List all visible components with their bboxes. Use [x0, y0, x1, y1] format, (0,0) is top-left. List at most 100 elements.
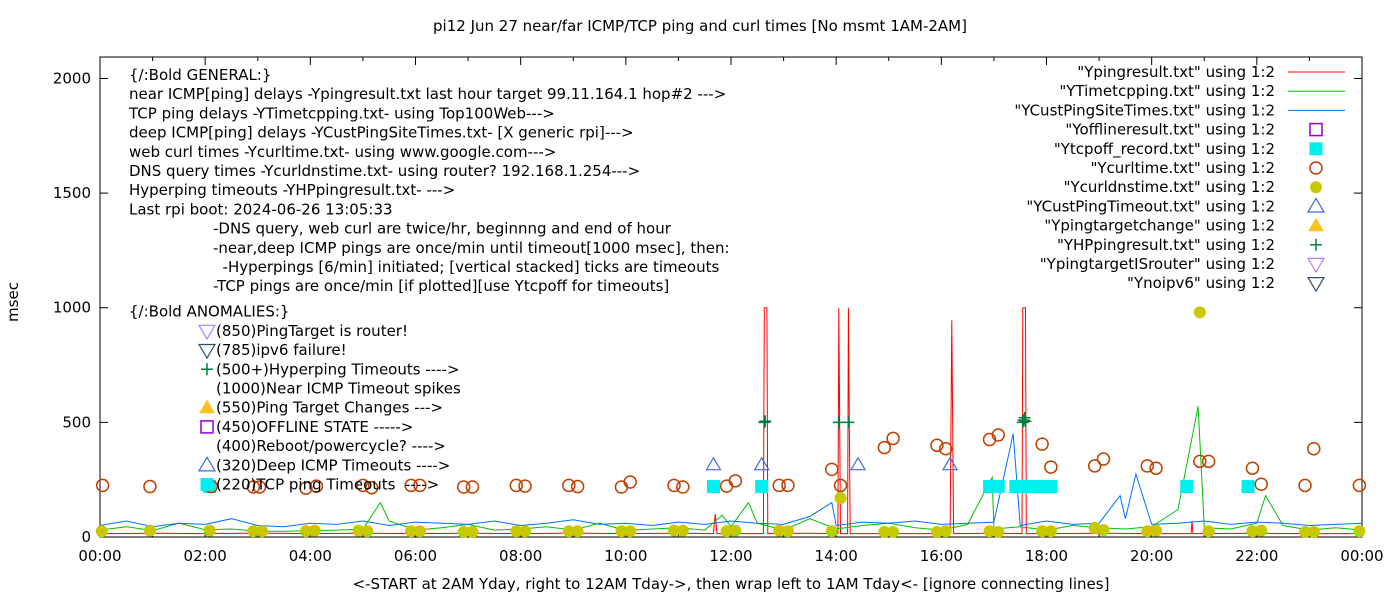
data-point: [571, 525, 584, 538]
y-tick-label: 1500: [53, 184, 91, 202]
data-point: [308, 524, 321, 537]
data-point: [1017, 414, 1030, 427]
legend-marker: [1309, 122, 1323, 137]
x-tick-label: 22:00: [1235, 547, 1278, 565]
data-point: [615, 525, 628, 538]
x-tick-label: 16:00: [920, 547, 963, 565]
data-point: [1193, 454, 1207, 469]
data-point: [562, 525, 575, 538]
data-point: [510, 525, 523, 538]
data-point: [833, 478, 848, 493]
data-point: [352, 524, 365, 537]
legend-marker: [1310, 238, 1322, 251]
data-point: [992, 525, 1005, 538]
plus-green-icon: [201, 363, 213, 376]
data-point: [465, 480, 480, 494]
data-point: [1044, 525, 1057, 538]
legend-marker: [1309, 161, 1323, 175]
data-point: [1255, 524, 1268, 537]
x-tick-label: 02:00: [184, 547, 227, 565]
data-point: [1307, 525, 1320, 538]
data-point: [1245, 461, 1260, 475]
data-point: [1087, 459, 1102, 473]
data-point: [1141, 525, 1154, 538]
data-point: [842, 416, 855, 429]
data-point: [886, 431, 900, 446]
data-point: [676, 524, 689, 537]
data-point: [930, 438, 944, 453]
legend-marker: [1309, 142, 1323, 156]
data-point: [1298, 478, 1312, 493]
data-point: [614, 480, 629, 494]
x-tick-label: 18:00: [1025, 547, 1068, 565]
data-point: [256, 525, 269, 538]
data-point: [509, 478, 524, 493]
data-point: [887, 525, 900, 538]
data-point: [413, 478, 427, 493]
legend-label: "Ytcpoff_record.txt" using 1:2: [1054, 140, 1275, 159]
series-5: [95, 428, 1367, 495]
legend-label: "YTimetcpping.txt" using 1:2: [1059, 82, 1275, 100]
x-tick-label: 06:00: [394, 547, 437, 565]
data-point: [519, 525, 532, 538]
x-tick-label: 00:00: [78, 547, 121, 565]
data-point: [623, 475, 637, 489]
legend-label: "Ynoipv6" using 1:2: [1127, 274, 1275, 292]
data-point: [1096, 452, 1111, 466]
data-point: [825, 462, 839, 477]
data-point: [729, 524, 742, 537]
series-0: [99, 307, 1362, 535]
square-open-purple-icon: [200, 420, 214, 434]
data-point: [728, 474, 743, 488]
data-point: [143, 479, 157, 494]
data-point: [850, 456, 867, 471]
tri-down-lavender-icon: [197, 324, 217, 341]
data-point: [518, 479, 532, 493]
plot-area: 0 500 1000 1500 2000 00:00 02:00 04:00 06:00 08:0…: [53, 56, 1384, 565]
data-point: [143, 524, 156, 537]
data-point: [781, 478, 795, 493]
data-point: [939, 525, 952, 538]
annotation-anomaly: (785)ipv6 failure!: [216, 341, 347, 359]
data-point: [1241, 480, 1255, 494]
series-1: [99, 406, 1363, 532]
data-point: [938, 441, 953, 456]
square-filled-cyan-icon: [200, 478, 214, 491]
data-point: [834, 492, 847, 505]
legend-label: "Ycurldnstime.txt" using 1:2: [1064, 178, 1275, 196]
data-point: [1352, 478, 1367, 493]
data-point: [705, 456, 722, 471]
legend-marker: [1306, 277, 1326, 293]
annotation-anomaly: (500+)Hyperping Timeouts ---->: [216, 360, 460, 378]
data-point: [676, 480, 690, 494]
data-point: [361, 525, 374, 538]
x-tick-label: 00:00: [1340, 547, 1383, 565]
data-point: [991, 480, 1005, 494]
tri-up-blue-icon: [197, 456, 217, 472]
data-point: [942, 456, 959, 471]
y-tick-label: 0: [81, 528, 91, 546]
tri-up-filled-gold-icon: [199, 399, 215, 414]
data-point: [1202, 525, 1215, 538]
x-axis-label: <-START at 2AM Yday, right to 12AM Tday-…: [353, 575, 1110, 593]
data-point: [252, 480, 267, 494]
legend-label: "YpingtargetISrouter" using 1:2: [1040, 255, 1275, 273]
data-point: [758, 416, 771, 429]
data-point: [570, 479, 585, 494]
data-point: [719, 479, 734, 493]
legend-marker: [1310, 181, 1322, 194]
x-tick-label: 20:00: [1130, 547, 1173, 565]
data-point: [247, 525, 260, 538]
data-point: [299, 525, 312, 538]
data-point: [930, 525, 943, 538]
annotation-general: {/:Bold GENERAL:}: [129, 66, 271, 84]
data-point: [825, 525, 838, 538]
y-tick-label: 1000: [53, 299, 91, 317]
data-point: [413, 525, 426, 538]
legend-marker: [1308, 217, 1324, 232]
data-point: [667, 478, 681, 493]
y-tick-label: 500: [62, 413, 91, 431]
legend-label: "Ypingresult.txt" using 1:2: [1077, 63, 1275, 81]
data-point: [759, 415, 772, 428]
data-point: [720, 525, 733, 538]
